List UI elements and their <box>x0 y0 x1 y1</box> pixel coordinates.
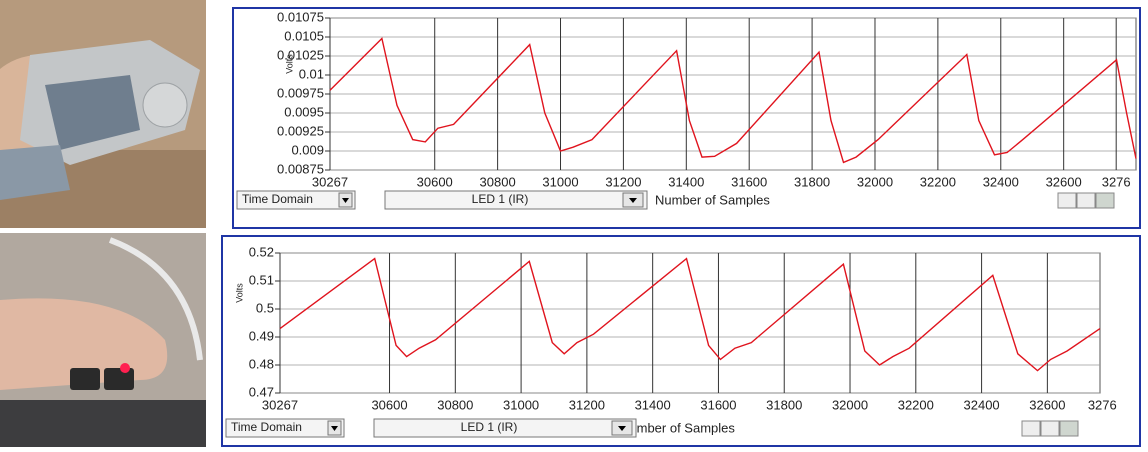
x-tick-label: 30800 <box>480 174 516 189</box>
y-tick-label: 0.51 <box>249 272 274 287</box>
x-tick-label: 31200 <box>569 397 605 412</box>
x-tick-label: 31600 <box>731 174 767 189</box>
x-tick-label: 31800 <box>794 174 830 189</box>
y-tick-label: 0.49 <box>249 328 274 343</box>
channel-selector[interactable]: LED 1 (IR) <box>374 419 636 437</box>
x-tick-label: 31800 <box>766 397 802 412</box>
selector-text: Time Domain <box>242 192 313 206</box>
mode-selector[interactable]: Time Domain <box>237 191 355 209</box>
y-tick-label: 0.52 <box>249 244 274 259</box>
x-tick-label: 3276 <box>1102 174 1131 189</box>
x-tick-label: 31000 <box>503 397 539 412</box>
y-tick-label: 0.00975 <box>277 85 324 100</box>
x-tick-label: 30600 <box>417 174 453 189</box>
x-tick-label: 30267 <box>312 174 348 189</box>
tool-button <box>1096 193 1114 208</box>
tool-button <box>1058 193 1076 208</box>
x-tick-label: 32600 <box>1046 174 1082 189</box>
tool-button <box>1022 421 1040 436</box>
y-tick-label: 0.0105 <box>284 28 324 43</box>
x-tick-label: 30267 <box>262 397 298 412</box>
y-axis-label: Volts <box>284 54 294 74</box>
x-tick-label: 32600 <box>1029 397 1065 412</box>
y-axis-label: Volts <box>234 283 244 303</box>
x-tick-label: 32000 <box>857 174 893 189</box>
y-tick-label: 0.01075 <box>277 9 324 24</box>
selector-text: Time Domain <box>231 420 302 434</box>
x-tick-label: 32200 <box>920 174 956 189</box>
y-tick-label: 0.00925 <box>277 123 324 138</box>
y-tick-label: 0.009 <box>291 142 324 157</box>
x-tick-label: 31400 <box>668 174 704 189</box>
x-tick-label: 32400 <box>964 397 1000 412</box>
screenshot: 0.008750.0090.009250.00950.009750.010.01… <box>0 0 1148 447</box>
y-tick-label: 0.0095 <box>284 104 324 119</box>
y-tick-label: 0.48 <box>249 356 274 371</box>
graph-tools[interactable] <box>1058 193 1114 208</box>
x-axis-label: Number of Samples <box>655 192 770 207</box>
tool-button <box>1077 193 1095 208</box>
x-tick-label: 31000 <box>542 174 578 189</box>
photo-finger-clip <box>0 0 206 228</box>
selector-text: LED 1 (IR) <box>461 420 518 434</box>
x-tick-label: 31600 <box>700 397 736 412</box>
channel-selector[interactable]: LED 1 (IR) <box>385 191 647 209</box>
x-tick-label: 32200 <box>898 397 934 412</box>
y-tick-label: 0.5 <box>256 300 274 315</box>
x-tick-label: 30600 <box>371 397 407 412</box>
x-tick-label: 31400 <box>635 397 671 412</box>
tool-button <box>1041 421 1059 436</box>
x-tick-label: 30800 <box>437 397 473 412</box>
tool-button <box>1060 421 1078 436</box>
y-tick-label: 0.01 <box>299 66 324 81</box>
mode-selector[interactable]: Time Domain <box>226 419 344 437</box>
graph-tools[interactable] <box>1022 421 1078 436</box>
x-tick-label: 31200 <box>605 174 641 189</box>
x-tick-label: 3276 <box>1088 397 1117 412</box>
x-axis-label: Number of Samples <box>620 420 735 435</box>
x-tick-label: 32400 <box>983 174 1019 189</box>
x-tick-label: 32000 <box>832 397 868 412</box>
photo-finger-sensor <box>0 233 206 447</box>
selector-text: LED 1 (IR) <box>472 192 529 206</box>
